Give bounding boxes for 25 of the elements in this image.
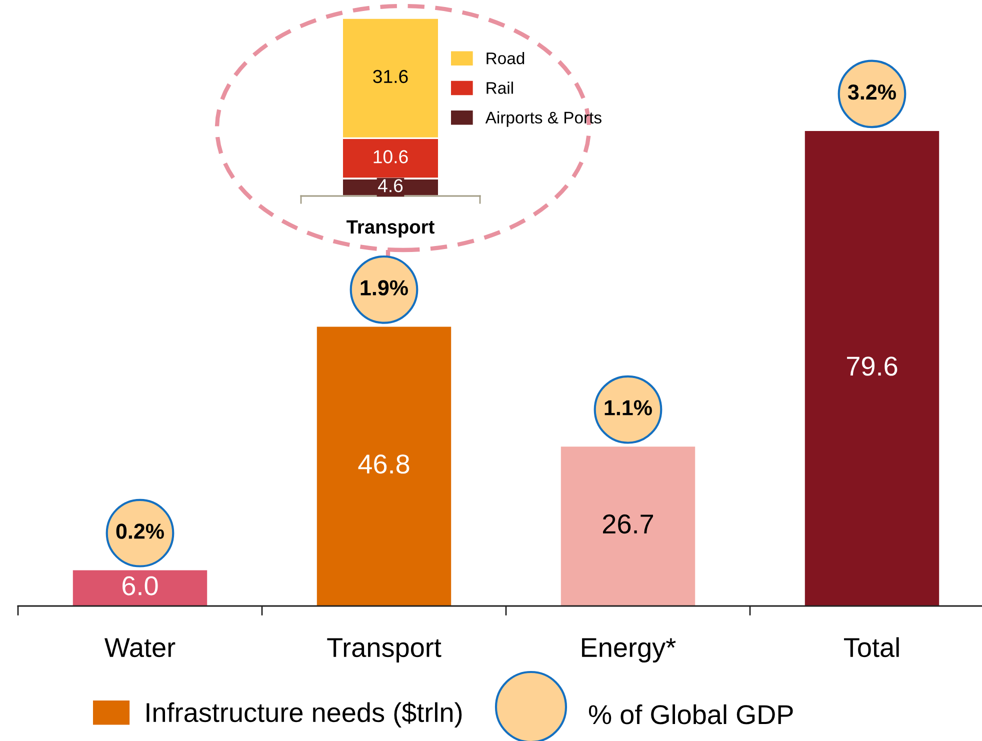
- data-label: 79.6: [847, 356, 898, 376]
- legend-label: Airports & Ports: [485, 111, 602, 127]
- bar: [804, 131, 940, 606]
- data-label: 10.6: [374, 150, 408, 164]
- bar: [316, 326, 452, 606]
- data-label: 46.8: [358, 454, 410, 474]
- annotation: 3.2%: [848, 84, 896, 100]
- data-label: 6.0: [122, 576, 158, 596]
- annotation: 1.9%: [360, 280, 408, 296]
- x-tick-label: Transport: [327, 638, 442, 662]
- bar: [560, 446, 696, 606]
- x-tick-label: Transport: [346, 220, 434, 238]
- x-tick-label: Energy*: [582, 638, 676, 662]
- text: Road: [486, 52, 524, 64]
- annotation: 0.2%: [116, 524, 164, 539]
- legend-label: Rail: [486, 82, 513, 94]
- data-label: 4.6: [378, 179, 403, 192]
- legend-label: Infrastructure needs ($trln): [146, 702, 462, 728]
- data-label: 26.7: [603, 514, 653, 534]
- text: % of Global GDP: [588, 704, 793, 724]
- bar: [72, 570, 208, 606]
- x-tick-label: Total: [844, 637, 899, 658]
- data-label: 31.6: [373, 70, 408, 84]
- x-tick-label: Water: [104, 638, 176, 658]
- annotation: 1.1%: [604, 400, 652, 416]
